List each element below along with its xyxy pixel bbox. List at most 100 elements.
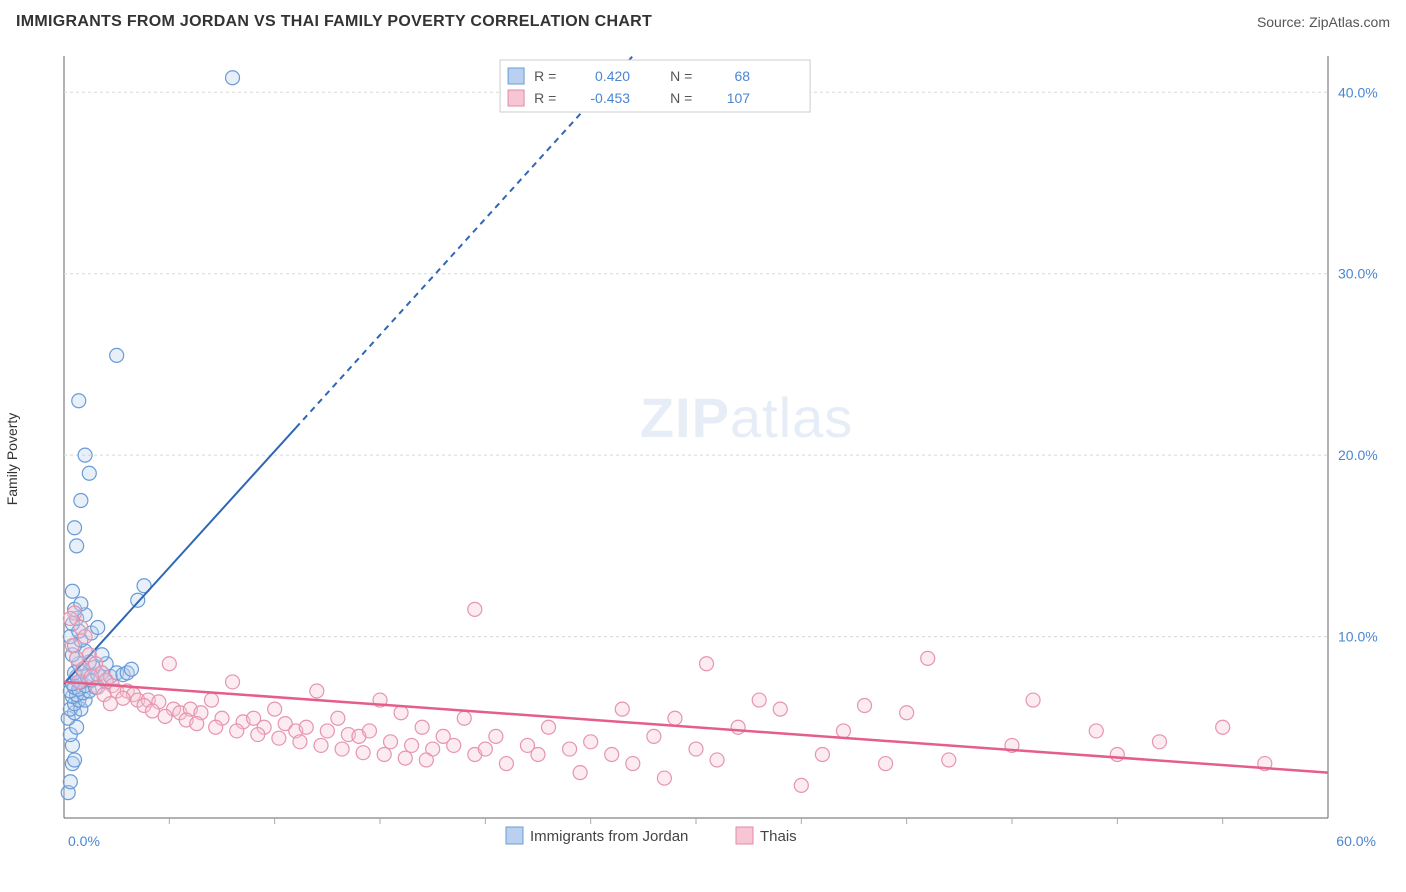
legend-n-value: 107 <box>727 90 751 106</box>
data-point <box>124 662 138 676</box>
data-point <box>710 753 724 767</box>
legend-series-label: Immigrants from Jordan <box>530 828 688 845</box>
data-point <box>700 657 714 671</box>
data-point <box>731 720 745 734</box>
data-point <box>584 735 598 749</box>
data-point <box>68 521 82 535</box>
watermark: ZIPatlas <box>640 386 853 449</box>
data-point <box>773 702 787 716</box>
data-point <box>314 738 328 752</box>
data-point <box>615 702 629 716</box>
x-min-label: 0.0% <box>68 833 100 849</box>
data-point <box>204 693 218 707</box>
data-point <box>752 693 766 707</box>
data-point <box>310 684 324 698</box>
data-point <box>398 751 412 765</box>
data-point <box>657 771 671 785</box>
data-point <box>689 742 703 756</box>
source-attribution: Source: ZipAtlas.com <box>1257 14 1390 30</box>
data-point <box>1216 720 1230 734</box>
data-point <box>405 738 419 752</box>
data-point <box>626 757 640 771</box>
data-point <box>794 778 808 792</box>
data-point <box>499 757 513 771</box>
data-point <box>78 630 92 644</box>
legend-r-value: 0.420 <box>595 68 630 84</box>
data-point <box>468 602 482 616</box>
trend-line <box>64 682 1328 773</box>
y-tick-label: 40.0% <box>1338 84 1378 100</box>
data-point <box>226 675 240 689</box>
data-point <box>230 724 244 738</box>
data-point <box>563 742 577 756</box>
data-point <box>268 702 282 716</box>
data-point <box>394 706 408 720</box>
data-point <box>293 735 307 749</box>
data-point <box>116 691 130 705</box>
data-point <box>91 621 105 635</box>
data-point <box>131 593 145 607</box>
legend-n-label: N = <box>670 68 692 84</box>
data-point <box>900 706 914 720</box>
trend-line <box>64 428 296 684</box>
legend-swatch <box>736 827 753 844</box>
data-point <box>162 657 176 671</box>
data-point <box>478 742 492 756</box>
chart-container: Family Poverty 10.0%20.0%30.0%40.0%0.0%6… <box>16 44 1390 874</box>
legend-r-label: R = <box>534 90 556 106</box>
scatter-plot: 10.0%20.0%30.0%40.0%0.0%60.0%ZIPatlasR =… <box>50 44 1390 874</box>
data-point <box>335 742 349 756</box>
data-point <box>78 448 92 462</box>
data-point <box>419 753 433 767</box>
data-point <box>110 348 124 362</box>
legend-swatch <box>508 68 524 84</box>
data-point <box>542 720 556 734</box>
legend-r-value: -0.453 <box>590 90 630 106</box>
data-point <box>362 724 376 738</box>
data-point <box>836 724 850 738</box>
y-tick-label: 10.0% <box>1338 629 1378 645</box>
data-point <box>63 775 77 789</box>
data-point <box>331 711 345 725</box>
data-point <box>65 639 79 653</box>
chart-title: IMMIGRANTS FROM JORDAN VS THAI FAMILY PO… <box>16 13 652 31</box>
data-point <box>815 748 829 762</box>
data-point <box>1110 748 1124 762</box>
data-point <box>74 494 88 508</box>
data-point <box>384 735 398 749</box>
data-point <box>647 729 661 743</box>
data-point <box>209 720 223 734</box>
source-name: ZipAtlas.com <box>1309 14 1390 30</box>
data-point <box>377 748 391 762</box>
data-point <box>251 728 265 742</box>
data-point <box>447 738 461 752</box>
legend-r-label: R = <box>534 68 556 84</box>
data-point <box>457 711 471 725</box>
data-point <box>573 766 587 780</box>
source-prefix: Source: <box>1257 14 1309 30</box>
data-point <box>70 539 84 553</box>
data-point <box>415 720 429 734</box>
legend-n-label: N = <box>670 90 692 106</box>
data-point <box>942 753 956 767</box>
data-point <box>531 748 545 762</box>
x-max-label: 60.0% <box>1336 833 1376 849</box>
data-point <box>190 717 204 731</box>
data-point <box>356 746 370 760</box>
data-point <box>1026 693 1040 707</box>
data-point <box>158 709 172 723</box>
legend-n-value: 68 <box>735 68 751 84</box>
data-point <box>68 753 82 767</box>
data-point <box>1089 724 1103 738</box>
data-point <box>489 729 503 743</box>
data-point <box>103 697 117 711</box>
y-tick-label: 20.0% <box>1338 447 1378 463</box>
legend-swatch <box>506 827 523 844</box>
legend-series-label: Thais <box>760 828 797 845</box>
legend-swatch <box>508 90 524 106</box>
data-point <box>65 584 79 598</box>
data-point <box>858 699 872 713</box>
y-axis-label: Family Poverty <box>4 413 20 506</box>
data-point <box>1152 735 1166 749</box>
data-point <box>145 704 159 718</box>
